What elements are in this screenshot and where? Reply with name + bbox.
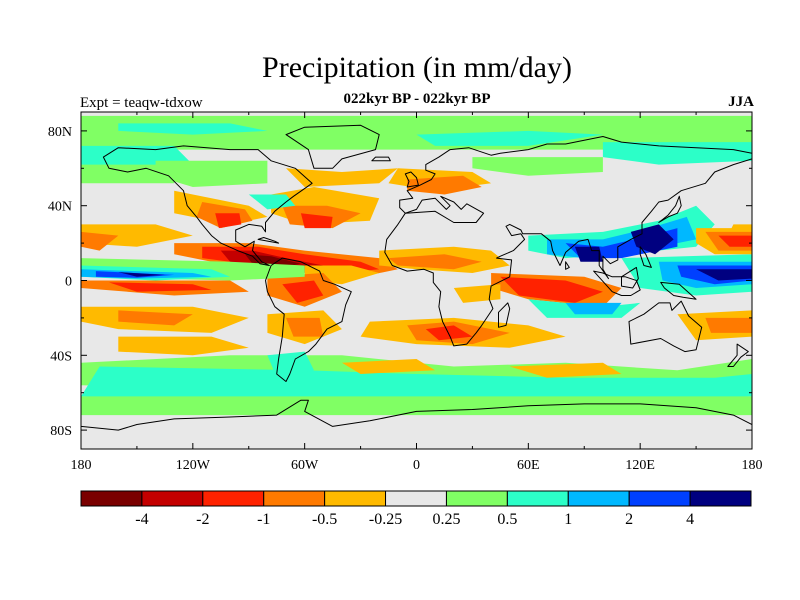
coastline-new-zealand bbox=[727, 343, 749, 367]
field-patch-36 bbox=[109, 282, 212, 292]
y-tick-label-2: 0 bbox=[65, 275, 72, 290]
colorbar-box-3 bbox=[263, 490, 326, 507]
experiment-label: Expt = teaqw-tdxow bbox=[80, 95, 203, 111]
coastline-new-guinea bbox=[660, 281, 697, 300]
field-patch-29 bbox=[388, 254, 482, 270]
field-patch-8 bbox=[286, 168, 398, 187]
x-tick-label-0: 180 bbox=[71, 458, 92, 473]
x-tick-label-2: 60W bbox=[291, 458, 319, 473]
field-patch-20 bbox=[81, 231, 119, 251]
field-patch-67 bbox=[509, 362, 622, 378]
field-patch-62 bbox=[705, 317, 752, 333]
field-patch-16 bbox=[300, 213, 333, 229]
field-patch-4 bbox=[416, 130, 603, 146]
colorbar-label-0: -4 bbox=[135, 511, 148, 528]
field-patch-17 bbox=[248, 194, 296, 210]
colorbar-label-3: -0.5 bbox=[312, 511, 337, 528]
colorbar-label-8: 2 bbox=[625, 511, 633, 528]
colorbar-label-2: -1 bbox=[257, 511, 270, 528]
x-tick-label-6: 180 bbox=[742, 458, 763, 473]
field-patch-27 bbox=[282, 280, 324, 303]
colorbar-box-2 bbox=[202, 490, 265, 507]
coastline-afro-eurasia bbox=[384, 136, 752, 347]
chart-title: Precipitation (in mm/day) bbox=[262, 51, 572, 84]
field-patch-63 bbox=[118, 336, 249, 356]
coastline-greenland bbox=[285, 124, 380, 169]
coastline-madagascar bbox=[498, 302, 511, 328]
field-patch-56 bbox=[425, 325, 473, 341]
field-patch-5 bbox=[602, 142, 752, 165]
field-patch-45 bbox=[696, 269, 752, 281]
colorbar-label-5: 0.25 bbox=[432, 511, 460, 528]
colorbar-label-1: -2 bbox=[196, 511, 209, 528]
colorbar-box-1 bbox=[141, 490, 204, 507]
y-tick-label-1: 40N bbox=[48, 200, 72, 215]
coastline-sri-lanka bbox=[565, 261, 570, 270]
field-patch-51 bbox=[453, 284, 501, 303]
field-patch-0 bbox=[81, 115, 752, 150]
colorbar-box-0 bbox=[80, 490, 143, 507]
field-patch-60 bbox=[118, 310, 193, 326]
field-patch-7 bbox=[155, 160, 268, 187]
coastline-north-america bbox=[102, 145, 313, 266]
field-patch-58 bbox=[286, 317, 324, 337]
field-patch-6 bbox=[472, 157, 603, 176]
chart-subtitle: 022kyr BP - 022kyr BP bbox=[343, 91, 491, 107]
coastline-uk bbox=[404, 171, 419, 188]
coastline-iceland bbox=[371, 156, 391, 162]
coastline-south-america bbox=[265, 257, 352, 382]
y-tick-label-0: 80N bbox=[48, 125, 72, 140]
colorbar-box-6 bbox=[445, 490, 508, 507]
field-patch-68 bbox=[341, 359, 436, 374]
colorbar-label-6: 0.5 bbox=[497, 511, 517, 528]
colorbar-box-7 bbox=[506, 490, 569, 507]
field-patch-3 bbox=[81, 164, 175, 184]
coastline-japan bbox=[658, 195, 682, 223]
y-tick-label-3: 40S bbox=[50, 349, 72, 364]
coastline-europe-med bbox=[404, 195, 485, 223]
x-tick-label-4: 60E bbox=[517, 458, 540, 473]
field-patch-1 bbox=[118, 123, 268, 135]
colorbar-box-9 bbox=[628, 490, 691, 507]
field-patch-53 bbox=[565, 302, 622, 315]
x-tick-label-1: 120W bbox=[176, 458, 211, 473]
colorbar-label-7: 1 bbox=[564, 511, 572, 528]
coastline-cuba bbox=[257, 237, 280, 244]
coastline-philippines bbox=[639, 246, 652, 268]
field-patch-34 bbox=[118, 272, 165, 277]
field-patch-13 bbox=[215, 213, 242, 229]
colorbar-label-9: 4 bbox=[686, 511, 694, 528]
colorbar-label-4: -0.25 bbox=[369, 511, 402, 528]
coastline-australia bbox=[628, 300, 703, 353]
colorbar-box-5 bbox=[385, 490, 447, 507]
y-tick-label-4: 80S bbox=[50, 424, 72, 439]
coastline-indonesia bbox=[593, 270, 641, 296]
x-tick-label-5: 120E bbox=[625, 458, 655, 473]
field-patch-10 bbox=[407, 175, 482, 195]
colorbar-box-8 bbox=[567, 490, 630, 507]
field-patch-48 bbox=[718, 235, 752, 247]
field-patch-65 bbox=[81, 366, 752, 401]
season-label: JJA bbox=[728, 94, 754, 110]
field-patch-50 bbox=[500, 276, 603, 303]
coastline-borneo bbox=[621, 266, 639, 289]
coastline-antarctica bbox=[81, 399, 752, 431]
colorbar-box-10 bbox=[689, 490, 752, 507]
x-tick-label-3: 0 bbox=[413, 458, 420, 473]
field-patch-66 bbox=[81, 396, 752, 416]
colorbar-box-4 bbox=[324, 490, 387, 507]
